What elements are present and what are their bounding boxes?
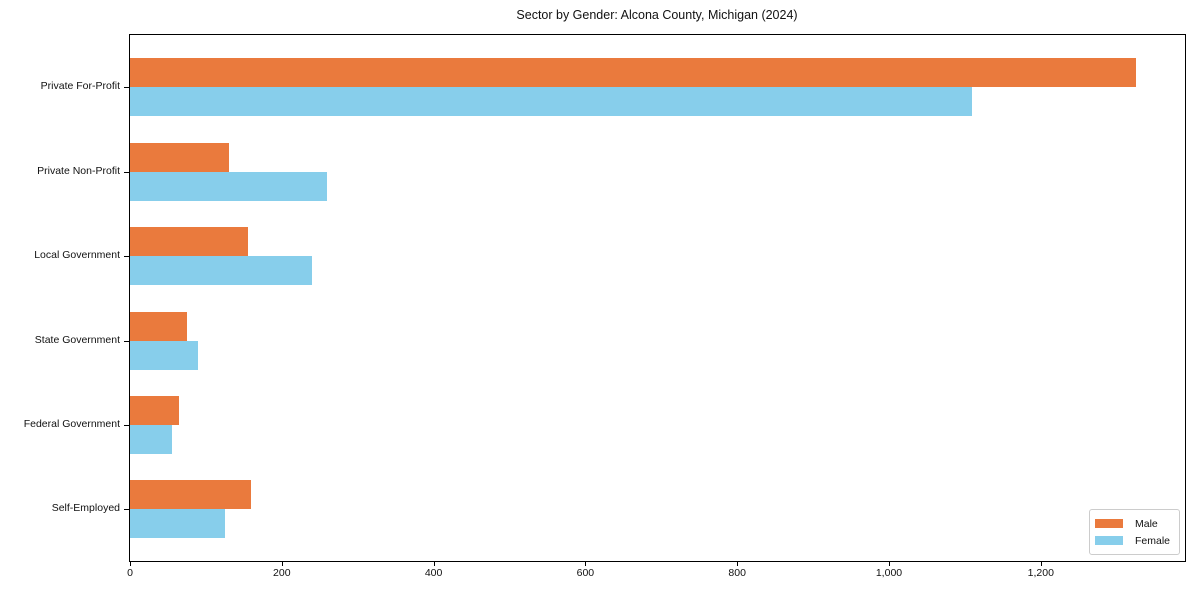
y-tick-mark xyxy=(124,425,129,426)
y-axis-label: Private For-Profit xyxy=(40,80,120,93)
x-tick-label: 400 xyxy=(424,567,443,579)
y-axis-label: Private Non-Profit xyxy=(37,164,120,177)
bar-female-2 xyxy=(130,171,328,201)
legend: Male Female xyxy=(1088,509,1180,555)
y-axis-label: Local Government xyxy=(34,249,120,262)
y-tick-mark xyxy=(124,87,129,89)
x-tick-label: 600 xyxy=(576,567,595,579)
x-tick-mark xyxy=(1040,561,1042,566)
bar-male-3 xyxy=(130,227,248,257)
legend-swatch-male xyxy=(1094,519,1123,528)
x-tick-mark xyxy=(585,561,587,566)
y-axis-label: State Government xyxy=(34,333,120,346)
x-tick-mark xyxy=(130,561,131,566)
x-tick-label: 200 xyxy=(273,567,291,579)
legend-swatch-female xyxy=(1094,536,1123,545)
bar-male-1 xyxy=(130,58,1136,88)
bar-male-5 xyxy=(130,396,180,425)
bar-female-4 xyxy=(130,340,199,370)
bar-female-1 xyxy=(130,87,973,117)
bar-male-4 xyxy=(130,311,187,341)
y-axis-label: Federal Government xyxy=(23,418,120,430)
legend-entry-male: Male xyxy=(1094,515,1170,532)
y-tick-mark xyxy=(124,340,129,342)
legend-label: Female xyxy=(1134,534,1170,547)
bar-male-6 xyxy=(130,480,252,510)
x-tick-mark xyxy=(737,561,739,566)
x-tick-mark xyxy=(281,561,283,566)
y-tick-mark xyxy=(124,509,129,511)
chart-title: Sector by Gender: Alcona County, Michiga… xyxy=(516,8,798,22)
x-tick-label: 0 xyxy=(127,567,133,579)
y-axis-label: Self-Employed xyxy=(51,502,120,515)
legend-entry-female: Female xyxy=(1094,532,1170,549)
legend-label: Male xyxy=(1134,517,1158,530)
x-tick-mark xyxy=(433,561,435,566)
bar-male-2 xyxy=(130,142,229,172)
plot-area: Male Female xyxy=(129,34,1186,562)
bar-female-3 xyxy=(130,256,313,286)
y-tick-mark xyxy=(124,171,129,173)
y-tick-mark xyxy=(124,256,129,258)
x-tick-label: 1,000 xyxy=(875,567,903,579)
bar-female-5 xyxy=(130,425,172,454)
x-tick-label: 800 xyxy=(728,567,746,579)
x-tick-mark xyxy=(888,561,890,566)
x-tick-label: 1,200 xyxy=(1027,567,1054,579)
bar-female-6 xyxy=(130,509,225,539)
